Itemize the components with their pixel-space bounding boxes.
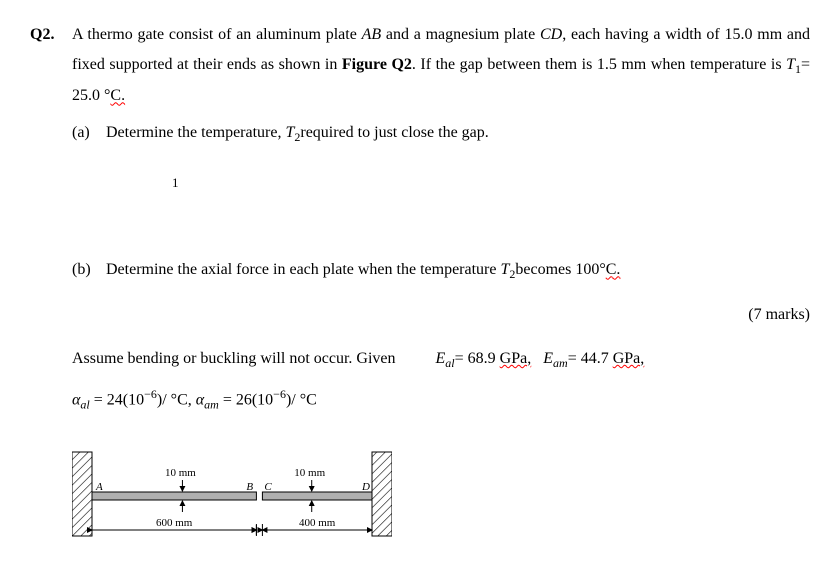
svg-text:B: B [246, 481, 253, 493]
question-row: Q2. A thermo gate consist of an aluminum… [30, 20, 810, 554]
given-Eal-val: = 68.9 [455, 350, 500, 367]
part-b-mid: becomes 100° [515, 261, 605, 278]
svg-text:10 mm: 10 mm [294, 467, 325, 479]
intro-l2-figref: Figure Q2 [342, 56, 412, 73]
alpha-line: αal = 24(10−6)/ °C, αam = 26(10−6)/ °C [72, 383, 810, 416]
stray-1: 1 [172, 171, 810, 196]
svg-text:400 mm: 400 mm [299, 517, 336, 529]
intro-l1-post: , each having a [562, 26, 660, 43]
alpha-am-eq: = 26 [219, 391, 252, 408]
intro-l3-pre: between them is 1.5 mm when temperature … [487, 56, 786, 73]
alpha-al-sub: al [80, 398, 89, 412]
alpha-am-sub: am [204, 398, 219, 412]
intro-l1-ab: AB [362, 26, 382, 43]
alpha-al-exp: −6 [144, 387, 157, 401]
given-Eam-sym: E [543, 350, 553, 367]
question-number: Q2. [30, 20, 72, 554]
alpha-am-paren: (10 [252, 391, 273, 408]
given-line: Assume bending or buckling will not occu… [72, 343, 810, 375]
part-a-post: required to just close the gap. [300, 124, 488, 141]
svg-text:D: D [361, 481, 370, 493]
part-a-body: Determine the temperature, T2required to… [106, 118, 810, 149]
marks: (7 marks) [72, 300, 810, 330]
part-b-C: C. [606, 261, 621, 278]
intro-l3-T: T [786, 56, 795, 73]
svg-text:C: C [264, 481, 272, 493]
intro-l2-post: . If the gap [412, 56, 483, 73]
spacer [72, 209, 810, 249]
svg-text:600 mm: 600 mm [156, 517, 193, 529]
part-a-pre: Determine the temperature, [106, 124, 285, 141]
figure-q2: A BC D 10 mm 10 mm 600 mm 400 mm [72, 434, 810, 554]
part-b: (b) Determine the axial force in each pl… [72, 255, 810, 286]
given-pre: Assume bending or buckling will not occu… [72, 350, 396, 367]
part-b-body: Determine the axial force in each plate … [106, 255, 810, 286]
given-Eam-sub: am [553, 356, 568, 370]
alpha-al-eq: = 24 [90, 391, 123, 408]
given-Eal-unit: GPa, [500, 350, 532, 367]
given-Eam-unit: GPa, [613, 350, 645, 367]
figure-svg: A BC D 10 mm 10 mm 600 mm 400 mm [72, 434, 392, 554]
intro-l1-mid: and a magnesium plate [381, 26, 540, 43]
svg-text:10 mm: 10 mm [165, 467, 196, 479]
intro-l1-cd: CD [540, 26, 562, 43]
question-body: A thermo gate consist of an aluminum pla… [72, 20, 810, 554]
given-Eal-sym: E [436, 350, 446, 367]
part-a-label: (a) [72, 118, 106, 149]
part-a: (a) Determine the temperature, T2require… [72, 118, 810, 149]
alpha-am-sym: α [196, 391, 204, 408]
alpha-am-unit: / °C [291, 391, 317, 408]
alpha-al-paren: (10 [123, 391, 144, 408]
part-b-pre: Determine the axial force in each plate … [106, 261, 500, 278]
alpha-am-exp: −6 [273, 387, 286, 401]
part-b-label: (b) [72, 255, 106, 286]
intro-text: A thermo gate consist of an aluminum pla… [72, 20, 810, 112]
alpha-al-unit: / °C, [162, 391, 196, 408]
intro-l1-pre: A thermo gate consist of an aluminum pla… [72, 26, 362, 43]
given-Eam-val: = 44.7 [568, 350, 613, 367]
intro-l3-C: C. [110, 87, 125, 104]
given-Eal-sub: al [445, 356, 454, 370]
svg-text:A: A [95, 481, 103, 493]
